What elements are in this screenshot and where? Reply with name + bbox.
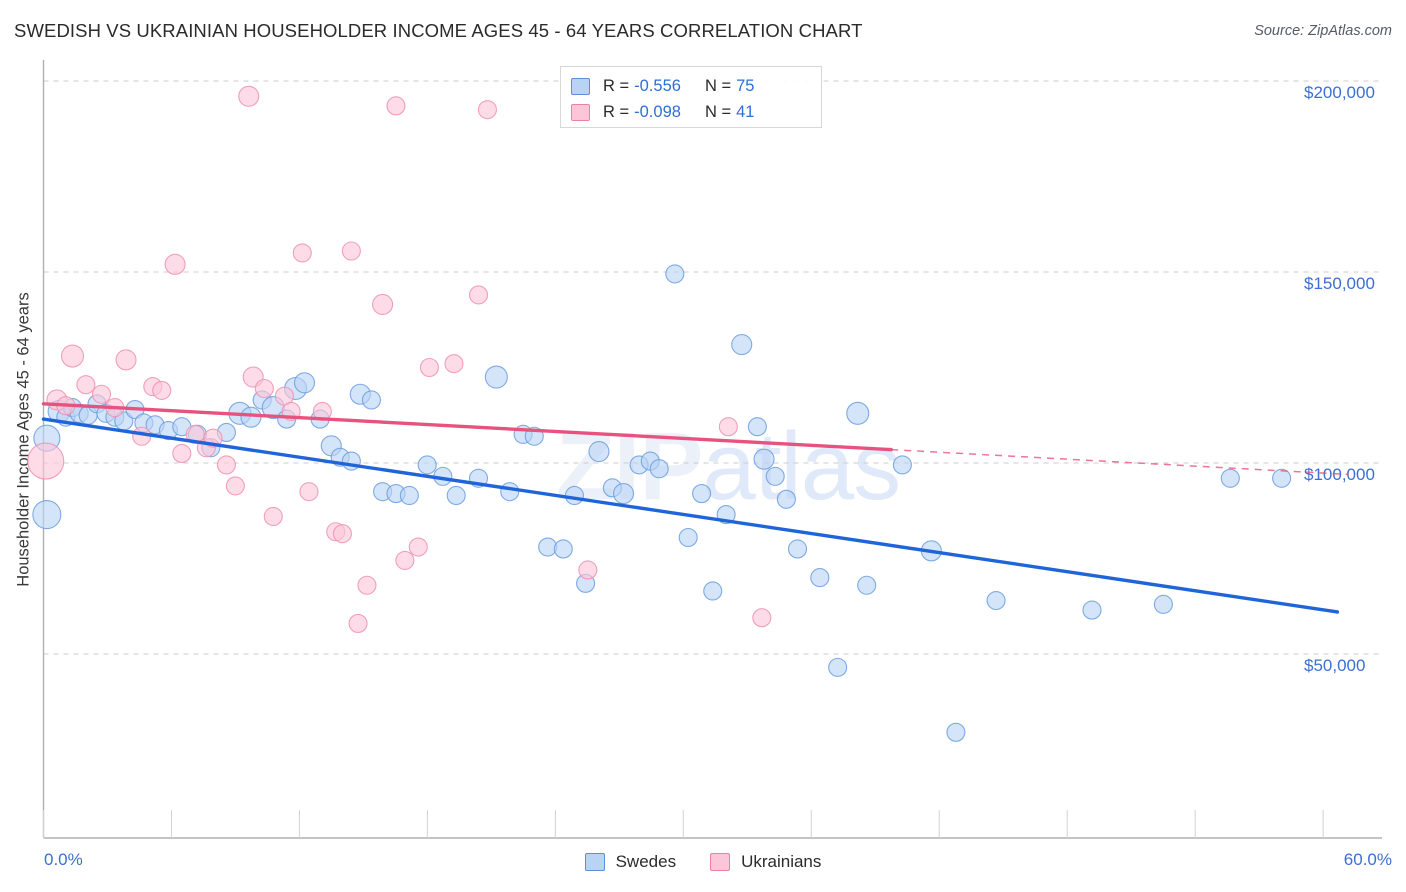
data-point: [468, 285, 489, 305]
data-point: [553, 539, 573, 559]
page-title: SWEDISH VS UKRAINIAN HOUSEHOLDER INCOME …: [14, 20, 863, 41]
stats-row-swedes: R = -0.556 N = 75: [571, 73, 811, 99]
data-point: [1220, 468, 1240, 488]
data-point: [857, 575, 877, 595]
source-label: Source: ZipAtlas.com: [1254, 23, 1392, 39]
data-point: [76, 375, 96, 395]
data-point: [731, 334, 753, 356]
data-point: [564, 485, 584, 506]
n-value-ukrainians: 41: [736, 102, 755, 121]
data-point: [240, 406, 262, 428]
data-point: [216, 455, 236, 475]
legend-swatch-swedes-icon: [584, 853, 605, 871]
data-point: [846, 401, 870, 425]
data-point: [263, 506, 283, 527]
data-point: [299, 482, 319, 502]
data-point: [357, 575, 377, 595]
data-point: [91, 384, 112, 404]
data-point: [238, 85, 260, 107]
data-point: [649, 459, 669, 479]
data-point: [477, 100, 497, 120]
legend-label-swedes: Swedes: [615, 852, 677, 871]
data-point: [787, 539, 808, 559]
data-point: [152, 380, 172, 400]
y-axis-tick-label: $200,000: [1304, 83, 1375, 102]
data-point: [810, 568, 830, 588]
n-value-swedes: 75: [736, 76, 755, 95]
data-point: [612, 483, 635, 505]
data-point: [484, 365, 508, 389]
legend-item-swedes[interactable]: Swedes: [584, 852, 677, 872]
data-point: [753, 448, 775, 470]
data-point: [115, 349, 137, 371]
data-point: [776, 489, 796, 509]
data-point: [588, 440, 610, 463]
trendline-swedes: [41, 417, 1340, 614]
legend-label-ukrainians: Ukrainians: [741, 852, 822, 871]
chart-legend: Swedes Ukrainians: [0, 852, 1406, 872]
data-point: [444, 354, 464, 374]
data-point: [828, 657, 848, 677]
data-point: [293, 372, 316, 394]
series-swedes: [32, 264, 1292, 742]
trendline-extrapolated-ukrainians: [891, 448, 1349, 476]
data-point: [417, 455, 437, 475]
data-point: [172, 443, 192, 464]
data-point: [399, 485, 419, 506]
data-point: [1082, 600, 1102, 620]
r-value-ukrainians: -0.098: [634, 102, 681, 121]
data-point: [32, 500, 62, 530]
data-point: [946, 722, 966, 742]
data-point: [341, 241, 361, 261]
data-point: [678, 527, 698, 548]
correlation-stats-box: R = -0.556 N = 75 R = -0.098 N = 41: [560, 66, 822, 128]
y-axis-tick-label: $150,000: [1304, 274, 1375, 293]
data-point: [332, 524, 352, 544]
data-point: [225, 476, 245, 496]
data-point: [747, 417, 767, 437]
data-point: [1272, 468, 1292, 488]
legend-item-ukrainians[interactable]: Ukrainians: [710, 852, 821, 872]
n-label-swedes: N =: [704, 76, 732, 95]
x-axis-min-label: 0.0%: [44, 850, 83, 869]
data-point: [254, 378, 274, 399]
data-point: [986, 590, 1006, 611]
legend-swatch-ukrainians-icon: [710, 853, 731, 871]
data-point: [703, 581, 723, 601]
data-point: [718, 417, 738, 437]
r-label-ukrainians: R =: [603, 102, 630, 121]
swatch-swedes-icon: [571, 77, 590, 95]
data-point: [1153, 594, 1173, 614]
data-point: [692, 484, 712, 504]
data-point: [408, 537, 428, 557]
swatch-ukrainians-icon: [571, 103, 590, 121]
data-point: [892, 455, 912, 475]
data-point: [765, 466, 785, 486]
data-point: [348, 613, 368, 633]
data-point: [665, 264, 685, 284]
stats-row-ukrainians: R = -0.098 N = 41: [571, 99, 811, 125]
data-point: [27, 442, 65, 480]
x-axis-max-label: 60.0%: [1343, 850, 1392, 869]
data-point: [578, 560, 598, 580]
data-point: [419, 357, 439, 378]
data-point: [361, 390, 381, 410]
data-point: [386, 96, 406, 116]
n-label-ukrainians: N =: [704, 102, 732, 121]
data-point: [446, 485, 466, 506]
data-point: [752, 608, 772, 628]
data-point: [372, 293, 394, 316]
y-axis-tick-label: $50,000: [1304, 656, 1365, 675]
data-point: [500, 482, 520, 502]
r-label-swedes: R =: [603, 76, 630, 95]
trendline-ukrainians: [41, 402, 893, 452]
data-point: [292, 243, 312, 263]
data-point: [60, 344, 85, 368]
series-ukrainians: [27, 85, 772, 633]
data-point: [164, 253, 186, 275]
r-value-swedes: -0.556: [634, 76, 681, 95]
data-point: [395, 550, 415, 570]
